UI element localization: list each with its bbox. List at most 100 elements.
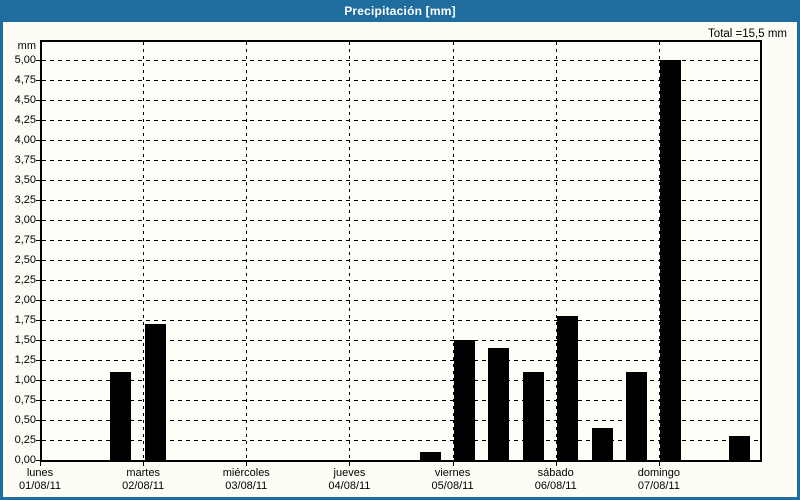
- day-gridline: [246, 42, 248, 460]
- day-name: miércoles: [222, 467, 270, 479]
- x-day-label: miércoles 03/08/11: [223, 467, 270, 493]
- y-tick-label: 3,75: [14, 154, 36, 166]
- precipitation-bar: [557, 316, 579, 460]
- y-tick-label: 1,50: [14, 334, 36, 346]
- chart-title: Precipitación [mm]: [344, 4, 456, 18]
- day-name: sábado: [537, 467, 574, 479]
- x-day-label: jueves 04/08/11: [328, 467, 370, 493]
- y-axis-tick: [36, 420, 40, 421]
- y-axis-tick: [36, 280, 40, 281]
- x-axis-tick: [658, 462, 660, 466]
- day-name: viernes: [434, 467, 471, 479]
- y-tick-label: 0,25: [14, 434, 36, 446]
- day-name: domingo: [637, 467, 680, 479]
- y-gridline: [42, 260, 760, 261]
- day-gridline: [452, 42, 454, 460]
- y-gridline: [42, 60, 760, 61]
- y-axis-tick: [36, 360, 40, 361]
- day-date: 01/08/11: [18, 480, 62, 492]
- chart-title-bar: Precipitación [mm]: [3, 3, 797, 22]
- day-date: 05/08/11: [431, 480, 474, 492]
- x-day-label: domingo 07/08/11: [638, 467, 680, 493]
- y-axis-tick: [36, 320, 40, 321]
- x-axis-tick: [40, 462, 41, 466]
- day-gridline: [143, 42, 145, 460]
- y-tick-label: 2,25: [14, 274, 36, 286]
- y-tick-label: 3,25: [14, 194, 36, 206]
- y-gridline: [42, 320, 760, 321]
- y-axis-tick: [36, 240, 40, 241]
- x-day-label: martes 02/08/11: [122, 467, 164, 493]
- y-axis-tick: [36, 80, 40, 81]
- y-tick-label: 1,00: [14, 374, 36, 386]
- day-name: lunes: [26, 467, 54, 479]
- day-date: 06/08/11: [534, 480, 577, 492]
- precipitation-bar: [522, 372, 544, 460]
- precipitation-bar: [625, 372, 647, 460]
- y-tick-label: 2,00: [14, 294, 36, 306]
- y-axis-tick: [36, 60, 40, 61]
- x-day-label: sábado 06/08/11: [535, 467, 577, 493]
- y-gridline: [42, 300, 760, 301]
- y-axis-tick: [36, 200, 40, 201]
- y-gridline: [42, 420, 760, 421]
- day-date: 04/08/11: [328, 480, 371, 492]
- day-gridline: [658, 42, 660, 460]
- x-axis-tick: [143, 462, 145, 466]
- y-gridline: [42, 100, 760, 101]
- x-axis-tick: [349, 462, 351, 466]
- y-tick-label: 4,00: [14, 134, 36, 146]
- y-gridline: [42, 180, 760, 181]
- y-axis-tick: [36, 340, 40, 341]
- y-axis-tick: [36, 160, 40, 161]
- y-axis-tick: [36, 300, 40, 301]
- y-gridline: [42, 220, 760, 221]
- y-axis-tick: [36, 260, 40, 261]
- y-gridline: [42, 80, 760, 81]
- y-tick-label: 3,50: [14, 174, 36, 186]
- y-tick-label: 4,75: [14, 74, 36, 86]
- day-gridline: [349, 42, 351, 460]
- y-tick-label: 2,75: [14, 234, 36, 246]
- precipitation-bar: [144, 324, 166, 460]
- y-gridline: [42, 280, 760, 281]
- y-axis-tick: [36, 460, 40, 461]
- x-axis-tick: [452, 462, 454, 466]
- x-day-label: viernes 05/08/11: [432, 467, 474, 493]
- y-tick-label: 1,75: [14, 314, 36, 326]
- y-axis-tick: [36, 180, 40, 181]
- precipitation-bar: [110, 372, 132, 460]
- day-gridline: [555, 42, 557, 460]
- y-tick-label: 3,00: [14, 214, 36, 226]
- y-gridline: [42, 160, 760, 161]
- y-tick-label: 0,75: [14, 394, 36, 406]
- y-gridline: [42, 140, 760, 141]
- y-gridline: [42, 120, 760, 121]
- y-gridline: [42, 380, 760, 381]
- y-axis-tick: [36, 440, 40, 441]
- y-tick-label: 2,50: [14, 254, 36, 266]
- y-tick-label: 4,25: [14, 114, 36, 126]
- precipitation-bar: [454, 340, 476, 460]
- day-name: jueves: [333, 467, 366, 479]
- precipitation-bar: [488, 348, 510, 460]
- y-gridline: [42, 340, 760, 341]
- precipitation-bar: [729, 436, 751, 460]
- y-tick-label: 0,00: [14, 454, 36, 466]
- y-gridline: [42, 400, 760, 401]
- day-name: martes: [126, 467, 160, 479]
- precipitation-bar: [419, 452, 441, 460]
- y-axis-tick: [36, 120, 40, 121]
- y-axis-tick: [36, 380, 40, 381]
- precipitation-bar: [660, 60, 682, 460]
- y-tick-label: 1,25: [14, 354, 36, 366]
- day-date: 02/08/11: [122, 480, 165, 492]
- total-label: Total =15,5 mm: [708, 28, 787, 40]
- y-axis-tick: [36, 140, 40, 141]
- y-tick-label: 0,50: [14, 414, 36, 426]
- y-axis-unit-label: mm: [17, 40, 36, 52]
- y-axis-tick: [36, 400, 40, 401]
- x-axis-tick: [555, 462, 557, 466]
- day-date: 07/08/11: [637, 480, 680, 492]
